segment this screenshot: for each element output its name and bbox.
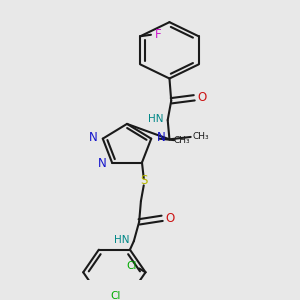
- Text: HN: HN: [114, 235, 129, 245]
- Text: N: N: [88, 131, 97, 144]
- Text: Cl: Cl: [110, 291, 120, 300]
- Text: N: N: [98, 157, 106, 170]
- Text: O: O: [197, 91, 207, 104]
- Text: S: S: [140, 174, 147, 187]
- Text: N: N: [157, 131, 166, 144]
- Text: O: O: [165, 212, 175, 225]
- Text: HN: HN: [148, 114, 163, 124]
- Text: CH₃: CH₃: [174, 136, 190, 145]
- Text: F: F: [155, 28, 161, 41]
- Text: Cl: Cl: [126, 261, 136, 271]
- Text: CH₃: CH₃: [192, 133, 209, 142]
